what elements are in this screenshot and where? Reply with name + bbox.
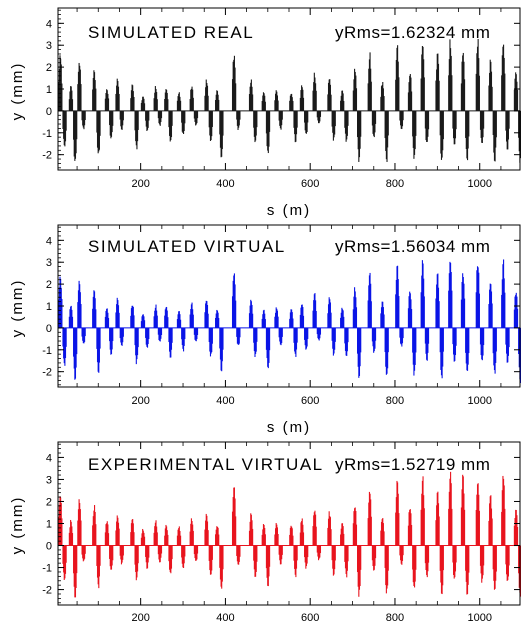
- y-tick-label: 1: [46, 519, 52, 531]
- x-tick-label: 200: [131, 612, 149, 624]
- panel-title: SIMULATED REAL: [88, 23, 254, 42]
- y-axis-label: y (mm): [9, 279, 26, 338]
- y-tick-label: 2: [46, 496, 52, 508]
- x-tick-label: 600: [301, 178, 319, 190]
- chart-panel-3: -2 -1 0 1 2 3 4 200 400 600 800 1000 EXPERIMENTAL VI…: [9, 441, 521, 624]
- y-tick-label: 3: [46, 40, 52, 52]
- y-tick-label: -2: [42, 150, 52, 162]
- y-tick-label: -1: [42, 128, 52, 140]
- x-tick-label: 600: [301, 395, 319, 407]
- y-tick-label: 2: [46, 279, 52, 291]
- y-axis-label: y (mm): [9, 496, 26, 555]
- orbit-bars: [58, 471, 521, 598]
- x-tick-label: 400: [216, 178, 234, 190]
- y-tick-label: -1: [42, 345, 52, 357]
- y-tick-label: 1: [46, 301, 52, 313]
- rms-annotation: yRms=1.52719 mm: [335, 455, 490, 474]
- orbit-bars: [58, 259, 521, 384]
- y-axis: -2 -1 0 1 2 3 4: [42, 226, 520, 386]
- rms-annotation: yRms=1.56034 mm: [335, 237, 490, 256]
- y-tick-label: 0: [46, 106, 52, 118]
- y-tick-label: 3: [46, 474, 52, 486]
- x-tick-label: 1000: [467, 612, 491, 624]
- x-tick-label: 400: [216, 612, 234, 624]
- y-axis-label: y (mm): [9, 62, 26, 121]
- y-tick-label: -2: [42, 585, 52, 597]
- y-tick-label: 3: [46, 257, 52, 269]
- chart-panel-2: -2 -1 0 1 2 3 4 200 400 600 800 1000 SIMULATED VIRTU…: [9, 224, 521, 436]
- y-tick-label: 0: [46, 541, 52, 553]
- chart-panel-1: -2 -1 0 1 2 3 4 200 400 600 800 1000 SIMULATED REAL y…: [9, 7, 521, 219]
- y-tick-label: 4: [46, 18, 52, 30]
- orbit-bars: [58, 38, 521, 163]
- x-axis-label: s (m): [267, 419, 311, 436]
- x-tick-label: 200: [131, 178, 149, 190]
- x-axis-label: s (m): [267, 202, 311, 219]
- x-tick-label: 800: [386, 178, 404, 190]
- panel-title: SIMULATED VIRTUAL: [88, 237, 286, 256]
- y-tick-label: -2: [42, 367, 52, 379]
- x-tick-label: 1000: [467, 395, 491, 407]
- panel-title: EXPERIMENTAL VIRTUAL: [88, 455, 324, 474]
- rms-annotation: yRms=1.62324 mm: [335, 23, 490, 42]
- y-tick-label: 2: [46, 62, 52, 74]
- y-tick-label: -1: [42, 563, 52, 575]
- x-axis: 200 400 600 800 1000: [76, 442, 502, 624]
- x-axis: 200 400 600 800 1000: [76, 8, 502, 190]
- x-tick-label: 800: [386, 395, 404, 407]
- y-axis: -2 -1 0 1 2 3 4: [42, 443, 520, 604]
- x-tick-label: 400: [216, 395, 234, 407]
- y-tick-label: 1: [46, 84, 52, 96]
- x-tick-label: 600: [301, 612, 319, 624]
- x-tick-label: 1000: [467, 178, 491, 190]
- y-tick-label: 4: [46, 235, 52, 247]
- x-tick-label: 200: [131, 395, 149, 407]
- x-axis: 200 400 600 800 1000: [76, 225, 502, 407]
- y-tick-label: 4: [46, 452, 52, 464]
- x-tick-label: 800: [386, 612, 404, 624]
- y-tick-label: 0: [46, 323, 52, 335]
- y-axis: -2 -1 0 1 2 3 4: [42, 9, 520, 169]
